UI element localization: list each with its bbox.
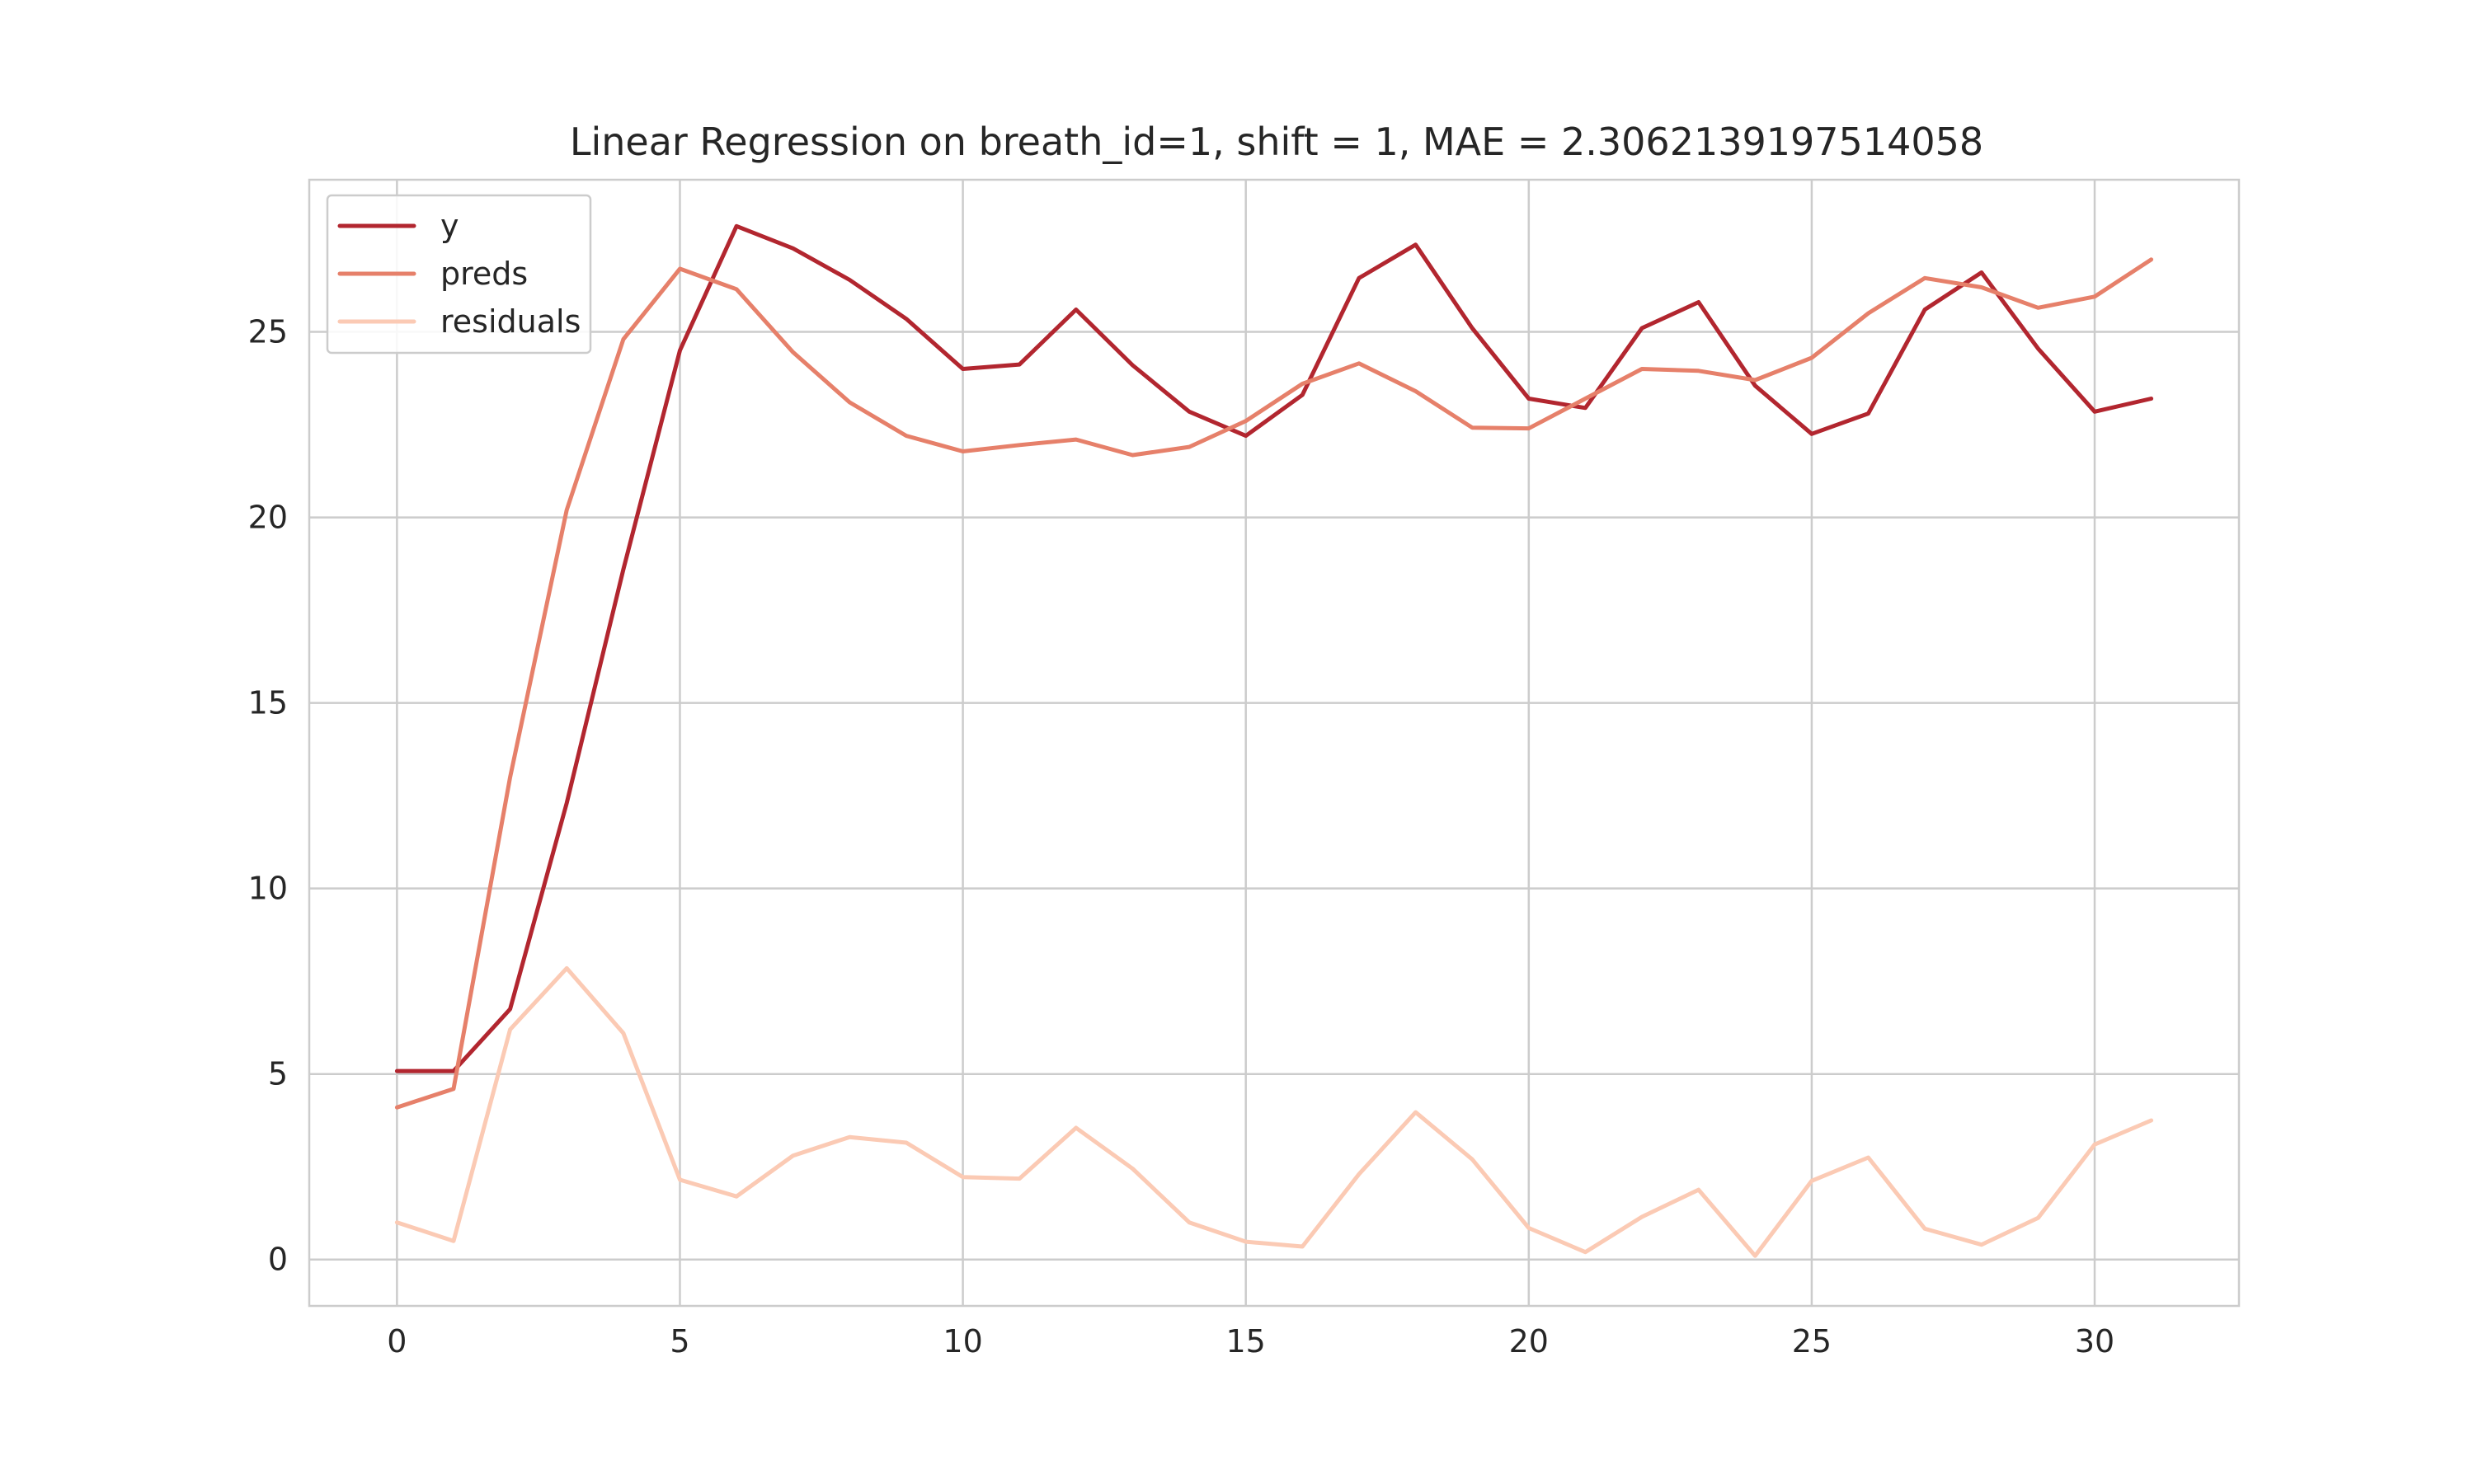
legend: y preds residuals: [326, 194, 592, 355]
x-tick-label: 25: [1792, 1323, 1832, 1360]
legend-label-preds: preds: [440, 256, 528, 292]
chart-title: Linear Regression on breath_id=1, shift …: [570, 120, 1983, 164]
y-tick-label: 20: [248, 500, 288, 536]
x-tick-label: 0: [387, 1323, 407, 1360]
series-lines: [394, 223, 2154, 1258]
series-line-preds: [394, 257, 2154, 1110]
x-tick-label: 10: [943, 1323, 982, 1360]
plot-frame: [308, 178, 2241, 1308]
series-line-residuals: [394, 965, 2154, 1258]
x-tick-label: 20: [1509, 1323, 1549, 1360]
legend-label-y: y: [440, 208, 459, 244]
y-tick-label: 0: [268, 1242, 288, 1278]
tick-labels: 0 5 10 15 20 25 30 0 5 10 15 20 25: [248, 314, 2115, 1360]
y-tick-label: 15: [248, 685, 288, 721]
y-tick-label: 10: [248, 871, 288, 907]
legend-label-residuals: residuals: [440, 303, 581, 340]
x-tick-label: 15: [1226, 1323, 1266, 1360]
y-tick-label: 25: [248, 314, 288, 350]
y-tick-label: 5: [268, 1056, 288, 1092]
grid-lines: [309, 180, 2239, 1306]
legend-box: [326, 194, 592, 355]
x-tick-label: 5: [670, 1323, 689, 1360]
x-tick-label: 30: [2075, 1323, 2114, 1360]
series-line-y: [394, 223, 2154, 1073]
